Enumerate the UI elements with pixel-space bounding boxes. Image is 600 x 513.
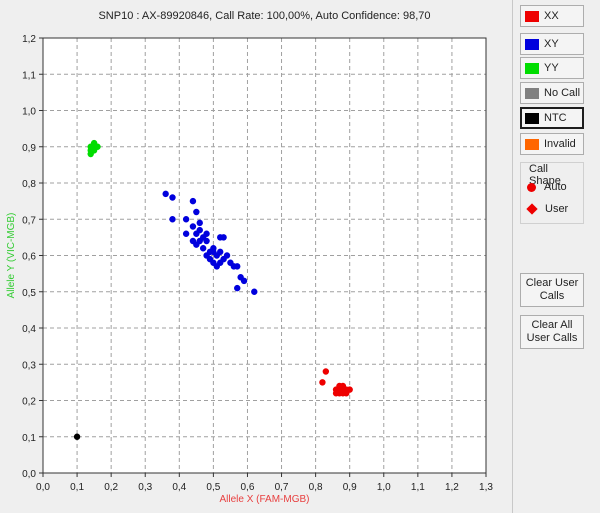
y-tick-label: 1,0 <box>22 107 36 118</box>
chart-title: SNP10 : AX-89920846, Call Rate: 100,00%,… <box>98 10 430 22</box>
data-point-ntc[interactable] <box>73 433 81 440</box>
legend-button-yy[interactable]: YY <box>520 57 584 79</box>
legend-label: Invalid <box>544 138 576 150</box>
clear-all-user-calls-button[interactable]: Clear All User Calls <box>520 315 584 349</box>
data-point-xx[interactable] <box>336 386 343 393</box>
x-tick-label: 0,6 <box>241 482 255 493</box>
call-shape-user-label: User <box>545 203 569 215</box>
x-tick-label: 0,5 <box>206 482 220 493</box>
data-point-xx[interactable] <box>322 368 330 375</box>
diamond-icon <box>526 203 538 215</box>
data-point-xy[interactable] <box>169 216 176 223</box>
x-tick-label: 0,7 <box>275 482 289 493</box>
legend-button-xy[interactable]: XY <box>520 33 584 55</box>
circle-icon <box>527 182 536 192</box>
y-tick-label: 1,2 <box>22 34 36 45</box>
call-shape-user[interactable]: User <box>526 203 569 215</box>
legend-label: XY <box>544 38 559 50</box>
clear-user-calls-button[interactable]: Clear User Calls <box>520 273 584 307</box>
x-tick-label: 1,1 <box>411 482 425 493</box>
data-point-xy[interactable] <box>234 263 241 270</box>
plot-frame <box>42 37 487 474</box>
color-swatch-icon <box>525 87 539 99</box>
data-point-xx[interactable] <box>319 379 326 386</box>
data-point-xy[interactable] <box>162 190 169 198</box>
legend-label: YY <box>544 62 559 74</box>
data-point-xy[interactable] <box>210 248 217 256</box>
legend-button-no-call[interactable]: No Call <box>520 82 584 104</box>
legend-label: NTC <box>544 112 567 124</box>
call-shape-auto[interactable]: Auto <box>527 181 567 193</box>
data-point-xy[interactable] <box>196 226 203 234</box>
clear-user-calls-label: Clear User Calls <box>525 277 579 302</box>
data-point-xy[interactable] <box>220 234 227 241</box>
y-tick-label: 0,6 <box>22 252 36 263</box>
y-tick-label: 0,2 <box>22 397 36 408</box>
data-point-xy[interactable] <box>189 223 197 230</box>
data-point-xy[interactable] <box>169 194 176 201</box>
data-point-xy[interactable] <box>223 252 231 259</box>
y-axis-label: Allele Y (VIC-MGB) <box>6 213 17 299</box>
y-tick-label: 1,1 <box>22 70 36 81</box>
color-swatch-icon <box>525 138 539 150</box>
x-tick-label: 0,4 <box>172 482 186 493</box>
data-point-yy[interactable] <box>94 143 101 150</box>
y-tick-label: 0,5 <box>22 288 36 299</box>
data-point-xy[interactable] <box>182 230 190 237</box>
legend-button-invalid[interactable]: Invalid <box>520 133 584 155</box>
data-point-xy[interactable] <box>203 230 210 237</box>
data-point-xy[interactable] <box>203 237 210 245</box>
x-tick-label: 1,3 <box>479 482 493 493</box>
y-tick-label: 0,0 <box>22 469 36 480</box>
data-point-xy[interactable] <box>182 216 190 223</box>
color-swatch-icon <box>525 112 539 124</box>
x-tick-label: 0,1 <box>70 482 84 493</box>
y-tick-label: 0,9 <box>22 143 36 154</box>
data-point-xy[interactable] <box>217 248 224 256</box>
genotype-plot-panel: 0,0 0,1 0,2 0,3 0,4 0,5 0,6 0,7 0,8 0,9 1,0 1,1 1,2 1… <box>6 10 494 505</box>
data-point-xy[interactable] <box>193 208 200 216</box>
data-point-xy[interactable] <box>199 245 207 252</box>
color-swatch-icon <box>525 62 539 74</box>
x-axis-label: Allele X (FAM-MGB) <box>219 494 309 505</box>
data-point-xy[interactable] <box>240 277 248 285</box>
x-tick-label: 1,2 <box>445 482 459 493</box>
call-shape-group: Call Shape Auto User <box>520 162 584 224</box>
legend-button-xx[interactable]: XX <box>520 5 584 27</box>
color-swatch-icon <box>525 10 539 22</box>
x-tick-label: 0,8 <box>309 482 323 493</box>
y-tick-label: 0,8 <box>22 179 36 190</box>
legend-label: No Call <box>544 87 581 99</box>
genotype-scatter-plot: 0,0 0,1 0,2 0,3 0,4 0,5 0,6 0,7 0,8 0,9 1,0 1,1 1,2 1… <box>6 10 493 505</box>
call-shape-title: Call Shape <box>527 163 583 187</box>
legend-panel: XX XY YY No Call NTC Invalid Call Shape Auto … <box>512 0 600 513</box>
x-tick-label: 1,0 <box>377 482 391 493</box>
color-swatch-icon <box>525 38 539 50</box>
legend-label: XX <box>544 10 559 22</box>
x-tick-label: 0,2 <box>104 482 118 493</box>
x-tick-label: 0,3 <box>138 482 152 493</box>
y-tick-label: 0,4 <box>22 324 36 335</box>
call-shape-auto-label: Auto <box>544 181 567 193</box>
x-tick-label: 0,9 <box>343 482 357 493</box>
data-point-xy[interactable] <box>189 197 197 205</box>
y-tick-label: 0,3 <box>22 360 36 371</box>
data-point-xy[interactable] <box>234 284 241 292</box>
x-tick-label: 0,0 <box>36 482 50 493</box>
y-tick-label: 0,1 <box>22 433 36 444</box>
data-point-xy[interactable] <box>251 288 258 295</box>
data-point-xy[interactable] <box>196 219 203 227</box>
y-tick-label: 0,7 <box>22 215 36 226</box>
legend-button-ntc[interactable]: NTC <box>520 107 584 129</box>
clear-all-user-calls-label: Clear All User Calls <box>526 319 578 344</box>
